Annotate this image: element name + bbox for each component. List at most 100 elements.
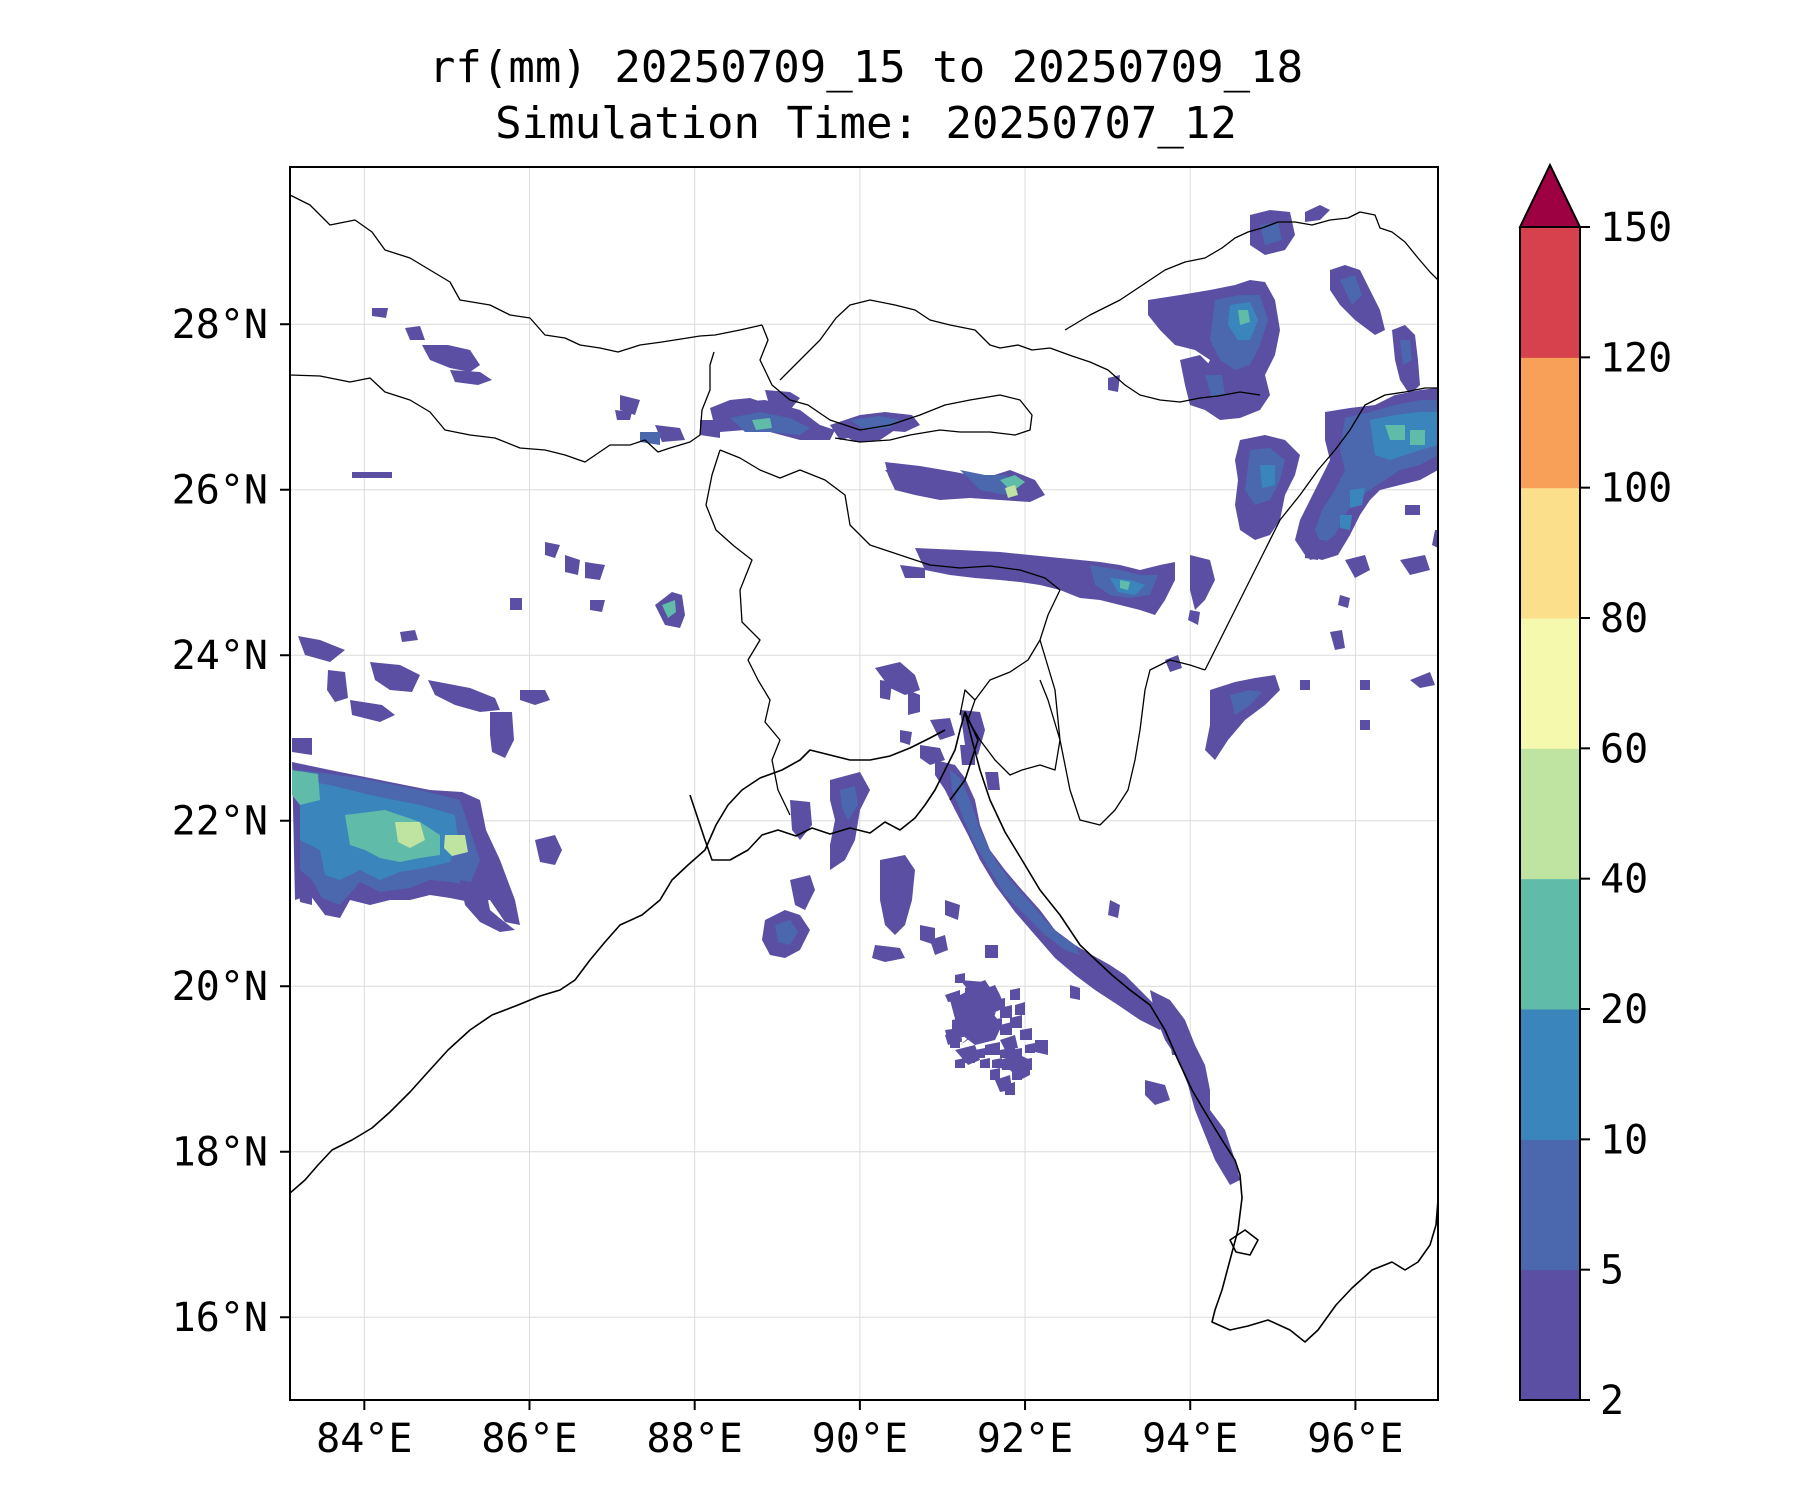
rain-contour-band <box>1000 1048 1010 1058</box>
rain-contour-band <box>872 945 905 962</box>
x-tick-label: 90°E <box>812 1416 908 1462</box>
y-tick-label: 24°N <box>172 633 268 679</box>
rain-contour-band <box>850 416 900 430</box>
rain-contour-band <box>1000 1022 1012 1035</box>
rain-contour-band <box>444 835 468 856</box>
colorbar-tick-label: 60 <box>1600 726 1648 772</box>
rain-contour-band <box>662 600 676 618</box>
rain-contour-band <box>945 900 960 920</box>
rainfall-field <box>292 205 1438 1185</box>
rain-contour-band <box>1410 430 1425 445</box>
rain-contour-band <box>960 470 1020 495</box>
rain-contour-band <box>490 712 514 758</box>
rain-contour-band <box>985 1000 995 1012</box>
rain-contour-band <box>950 770 1080 955</box>
coastline-and-borders <box>290 194 1438 1343</box>
rain-contour-band <box>1340 515 1352 530</box>
gridlines <box>290 167 1438 1400</box>
x-tick-label: 92°E <box>977 1416 1073 1462</box>
rain-contour-band <box>1035 1040 1048 1055</box>
rain-contour-band <box>1150 990 1240 1185</box>
y-tick-label: 26°N <box>172 468 268 514</box>
rain-contour-band <box>1340 275 1362 305</box>
rain-contour-band <box>565 555 580 575</box>
rain-contour-band <box>615 410 632 420</box>
rain-contour-band <box>1012 1068 1022 1080</box>
colorbar-segment <box>1520 1009 1580 1140</box>
coastline-sundarbans <box>689 711 979 861</box>
rain-contour-band <box>292 770 320 805</box>
rain-contour-band <box>1010 1015 1022 1028</box>
rain-contour-band <box>930 718 955 740</box>
rain-contour-band <box>590 600 605 612</box>
colorbar-tick-label: 10 <box>1600 1117 1648 1163</box>
rain-contour-band <box>920 745 945 765</box>
rain-contour-band <box>1385 425 1405 440</box>
rain-contour-band <box>620 395 640 415</box>
border-bangladesh-west <box>705 449 791 816</box>
rain-contour-band <box>1350 488 1365 508</box>
rain-contour-band <box>1260 465 1275 488</box>
coastline-india-east <box>290 729 946 1194</box>
y-tick-label: 16°N <box>172 1295 268 1341</box>
rain-contour-band <box>900 565 925 578</box>
border-assam-myanmar <box>1204 387 1438 671</box>
rain-contour-band <box>1305 205 1330 222</box>
rain-contour-band <box>992 1058 1002 1068</box>
rain-contour-band <box>908 690 920 715</box>
rain-contour-band <box>790 875 815 910</box>
rain-contour-band <box>960 710 985 755</box>
rain-contour-band <box>1020 1058 1032 1070</box>
colorbar-tick-label: 80 <box>1600 596 1648 642</box>
rain-contour-band <box>640 432 660 445</box>
colorbar-tick-label: 20 <box>1600 987 1648 1033</box>
rain-contour-band <box>995 998 1005 1010</box>
colorbar-segment <box>1520 227 1580 358</box>
rain-contour-band <box>975 1048 985 1058</box>
rain-contour-band <box>1305 545 1320 560</box>
rain-contour-band <box>1005 485 1018 498</box>
rain-contour-band <box>1145 1080 1170 1105</box>
colorbar-extend-arrow <box>1518 162 1582 228</box>
rain-contour-band <box>1238 310 1250 325</box>
rain-contour-band <box>1005 1038 1015 1050</box>
rain-contour-band <box>1108 375 1120 392</box>
colorbar-segment <box>1520 618 1580 749</box>
rain-contour-band <box>880 680 892 700</box>
rain-contour-band <box>1165 655 1182 672</box>
rain-contour-band <box>990 1068 1000 1080</box>
island-irrawaddy <box>1229 1229 1259 1256</box>
border-arunachal-south <box>1049 347 1261 403</box>
rain-contour-band <box>1205 375 1225 398</box>
rain-contour-band <box>1432 530 1438 548</box>
title-line1: rf(mm) 20250709_15 to 20250709_18 <box>429 42 1303 93</box>
border-bangladesh-north <box>719 449 1061 591</box>
border-nepal-south <box>290 351 715 463</box>
rain-contour-band <box>655 425 685 442</box>
rain-contour-band <box>327 670 348 702</box>
rain-contour-band <box>298 636 345 662</box>
rain-contour-band <box>915 548 1175 615</box>
colorbar-tick-label: 120 <box>1600 335 1672 381</box>
colorbar-segment <box>1520 1139 1580 1271</box>
rain-contour-band <box>1010 988 1020 1000</box>
colorbar-tick-label: 40 <box>1600 857 1648 903</box>
rain-contour-band <box>965 1053 975 1063</box>
axis-ticks: 84°E 86°E 88°E 90°E 92°E 94°E 96°E 16°N 18°N 20°N… <box>172 302 1404 1462</box>
x-tick-label: 88°E <box>647 1416 743 1462</box>
rain-contour-band <box>885 470 910 482</box>
border-nepal-north <box>290 194 763 353</box>
rain-contour-band <box>1410 672 1435 688</box>
rain-contour-band <box>1300 680 1310 690</box>
x-tick-label: 96°E <box>1307 1416 1403 1462</box>
colorbar-tick-label: 150 <box>1600 205 1672 251</box>
rain-contour-band <box>400 630 418 642</box>
rain-contour-band <box>955 1058 965 1068</box>
rain-contour-band <box>535 835 562 865</box>
rain-contour-band <box>1190 555 1215 610</box>
border-mizoram-myanmar <box>1039 639 1206 826</box>
x-tick-label: 84°E <box>316 1416 412 1462</box>
colorbar-segment <box>1520 357 1580 489</box>
rain-contour-band <box>510 598 522 610</box>
